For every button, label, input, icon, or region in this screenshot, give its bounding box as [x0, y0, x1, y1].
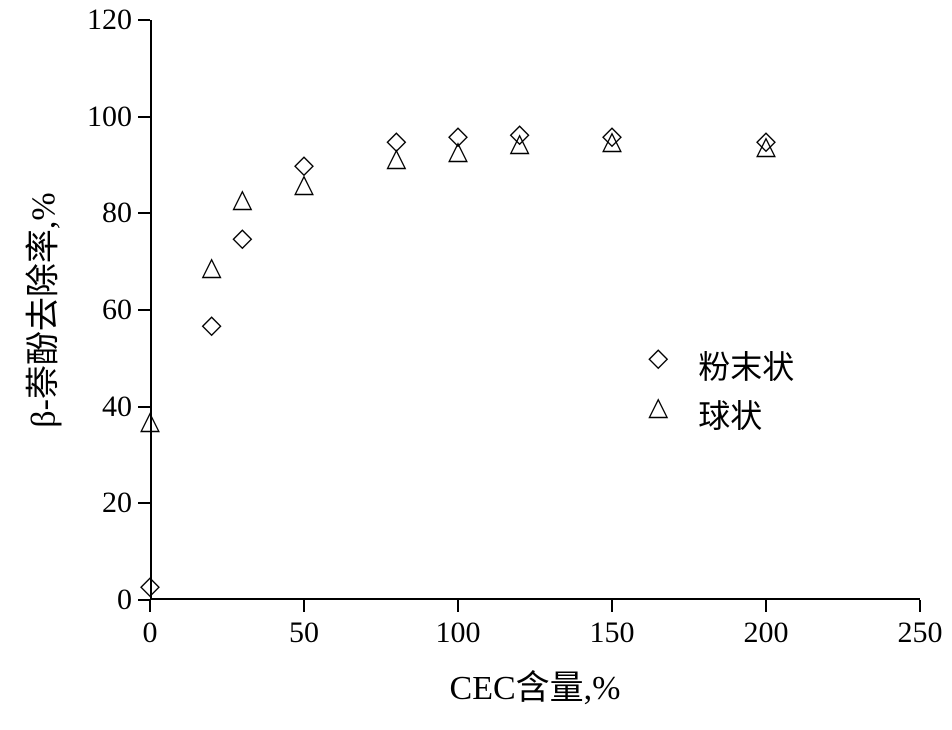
x-tick-label: 250 [898, 616, 943, 650]
y-tick-label: 0 [117, 583, 132, 617]
x-axis-label: CEC含量,% [450, 660, 621, 709]
y-tick [138, 309, 150, 311]
x-tick [611, 600, 613, 612]
x-tick [919, 600, 921, 612]
legend-label: 粉末状 [698, 342, 794, 388]
legend-marker: ◇ [648, 345, 668, 371]
data-point: △ [232, 186, 252, 212]
x-tick [765, 600, 767, 612]
y-tick-label: 100 [87, 100, 132, 134]
plot-area [150, 20, 920, 600]
x-tick-label: 0 [143, 616, 158, 650]
x-tick-label: 50 [289, 616, 319, 650]
x-tick [149, 600, 151, 612]
data-point: ◇ [140, 573, 160, 599]
y-tick [138, 212, 150, 214]
data-point: △ [294, 171, 314, 197]
y-tick-label: 20 [102, 486, 132, 520]
legend-marker: △ [648, 394, 668, 420]
data-point: △ [386, 145, 406, 171]
y-tick-label: 40 [102, 390, 132, 424]
y-axis-label: β-萘酚去除率,% [16, 192, 65, 427]
data-point: △ [448, 138, 468, 164]
data-point: △ [202, 254, 222, 280]
data-point: ◇ [202, 312, 222, 338]
legend-label: 球状 [698, 391, 762, 437]
data-point: ◇ [232, 225, 252, 251]
y-tick [138, 502, 150, 504]
y-tick [138, 116, 150, 118]
x-tick [457, 600, 459, 612]
y-tick-label: 60 [102, 293, 132, 327]
y-tick-label: 120 [87, 3, 132, 37]
y-tick [138, 19, 150, 21]
x-tick [303, 600, 305, 612]
data-point: △ [756, 133, 776, 159]
scatter-chart: β-萘酚去除率,% CEC含量,% 0 20 40 60 80 100 120 0 50 100 1… [0, 0, 952, 730]
x-tick-label: 100 [436, 616, 481, 650]
data-point: △ [602, 128, 622, 154]
data-point: △ [140, 408, 160, 434]
y-tick-label: 80 [102, 196, 132, 230]
data-point: △ [510, 130, 530, 156]
x-tick-label: 200 [744, 616, 789, 650]
x-tick-label: 150 [590, 616, 635, 650]
